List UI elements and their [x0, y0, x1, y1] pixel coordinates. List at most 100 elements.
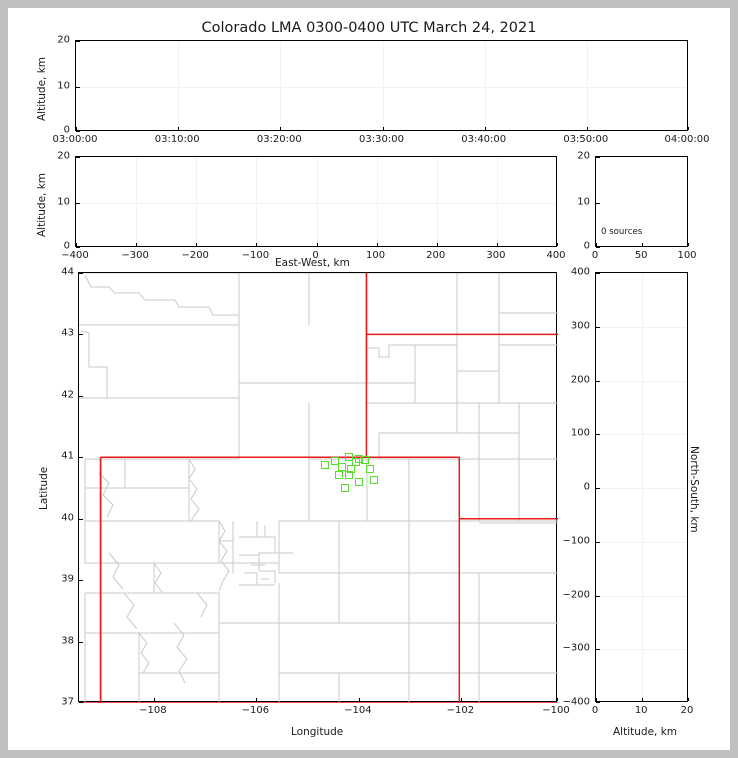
gridline-h: [76, 86, 687, 88]
tickmark-y: [79, 273, 83, 274]
tickmark-y: [79, 395, 83, 397]
gridline-h: [596, 541, 687, 543]
xtick-label: 0: [312, 250, 319, 261]
panel-north-south-xlabel: Altitude, km: [613, 726, 678, 738]
tickmark-y: [596, 273, 600, 274]
lma-station-marker: [331, 456, 340, 465]
lma-station-marker: [344, 453, 353, 462]
ytick-label: 37: [61, 696, 74, 708]
lma-station-marker: [361, 456, 370, 465]
tickmark-y: [76, 131, 80, 132]
tickmark-y: [76, 247, 80, 248]
panel-time-height-ylabel: Altitude, km: [36, 56, 48, 121]
ytick-label: 42: [61, 389, 74, 401]
tickmark-y: [596, 434, 600, 436]
ytick-label: 20: [577, 150, 590, 162]
lma-station-marker: [346, 464, 355, 473]
xtick-label: 50: [634, 250, 648, 261]
gridline-h: [596, 595, 687, 597]
ytick-label: 39: [61, 573, 74, 585]
panel-time-height[interactable]: [75, 40, 689, 132]
xtick-label: −104: [344, 705, 372, 716]
xtick-label: −400: [61, 250, 89, 261]
tickmark-x: [557, 242, 558, 246]
ytick-label: 0: [583, 240, 590, 252]
panel-plan-view-map[interactable]: [78, 272, 558, 703]
tickmark-x: [436, 242, 438, 246]
page-title: Colorado LMA 0300-0400 UTC March 24, 202…: [201, 20, 537, 36]
gridline-v: [484, 41, 486, 130]
tickmark-x: [196, 242, 198, 246]
xtick-label: 04:00:00: [664, 134, 710, 145]
tickmark-x: [382, 126, 384, 130]
ytick-label: −300: [562, 642, 590, 654]
lma-station-marker: [344, 470, 353, 479]
tickmark-x: [642, 697, 644, 701]
tickmark-x: [642, 242, 644, 246]
tickmark-y: [596, 247, 600, 248]
tickmark-y: [596, 702, 600, 703]
tickmark-x: [316, 242, 318, 246]
tickmark-x: [688, 697, 689, 701]
ytick-label: 10: [577, 196, 590, 207]
tickmark-y: [79, 580, 83, 582]
xtick-label: 100: [677, 250, 697, 261]
gridline-v: [586, 41, 588, 130]
ytick-label: 400: [570, 266, 590, 278]
ytick-label: −100: [562, 535, 590, 547]
gridline-v: [376, 157, 378, 246]
xtick-label: 0: [591, 250, 599, 261]
gridline-h: [596, 326, 687, 328]
gridline-v: [496, 157, 498, 246]
tickmark-y: [79, 518, 83, 520]
panel-map-ylabel: Latitude: [38, 466, 50, 510]
tickmark-x: [358, 697, 360, 701]
tickmark-x: [76, 126, 77, 130]
ytick-label: 100: [570, 427, 590, 439]
gridline-v: [382, 41, 384, 130]
xtick-label: −100: [542, 705, 570, 716]
xtick-label: 03:30:00: [359, 134, 404, 145]
gridline-h: [596, 488, 687, 489]
gridline-v: [178, 41, 180, 130]
xtick-label: 03:20:00: [256, 134, 302, 145]
ytick-label: 43: [61, 327, 74, 339]
ytick-label: −400: [562, 696, 590, 708]
tickmark-x: [688, 242, 689, 246]
panel-east-west-height[interactable]: [75, 156, 558, 248]
panel-east-west-xlabel: East-West, km: [275, 257, 350, 269]
tickmark-x: [557, 697, 558, 701]
lma-station-marker: [337, 462, 346, 471]
ytick-label: 10: [57, 80, 70, 91]
lma-station-marker: [321, 460, 330, 469]
tickmark-x: [596, 242, 597, 246]
gridline-v: [280, 41, 282, 130]
tickmark-x: [484, 126, 486, 130]
xtick-label: 03:00:00: [52, 134, 98, 145]
ytick-label: 20: [57, 150, 70, 162]
ytick-label: 41: [61, 450, 74, 462]
gridline-v: [316, 157, 318, 246]
tickmark-x: [256, 697, 258, 701]
tickmark-y: [596, 541, 600, 543]
tickmark-x: [178, 126, 180, 130]
gridline-v: [256, 157, 258, 246]
xtick-label: 10: [634, 705, 648, 716]
tickmark-x: [256, 242, 258, 246]
panel-north-south-ylabel: North-South, km: [688, 446, 700, 533]
tickmark-y: [79, 334, 83, 336]
lma-station-marker: [334, 470, 343, 479]
tickmark-x: [496, 242, 498, 246]
xtick-label: −100: [241, 250, 270, 261]
tickmark-x: [461, 697, 463, 701]
tickmark-y: [79, 457, 83, 459]
tickmark-x: [376, 242, 378, 246]
ytick-label: 40: [61, 512, 74, 524]
xtick-label: −300: [121, 250, 149, 261]
panel-altitude-histogram[interactable]: 0 sources: [595, 156, 689, 248]
panel-north-south-height[interactable]: [595, 272, 689, 703]
gridline-h: [76, 202, 556, 204]
figure-canvas: Colorado LMA 0300-0400 UTC March 24, 202…: [8, 8, 730, 750]
ytick-label: 0: [63, 124, 70, 136]
